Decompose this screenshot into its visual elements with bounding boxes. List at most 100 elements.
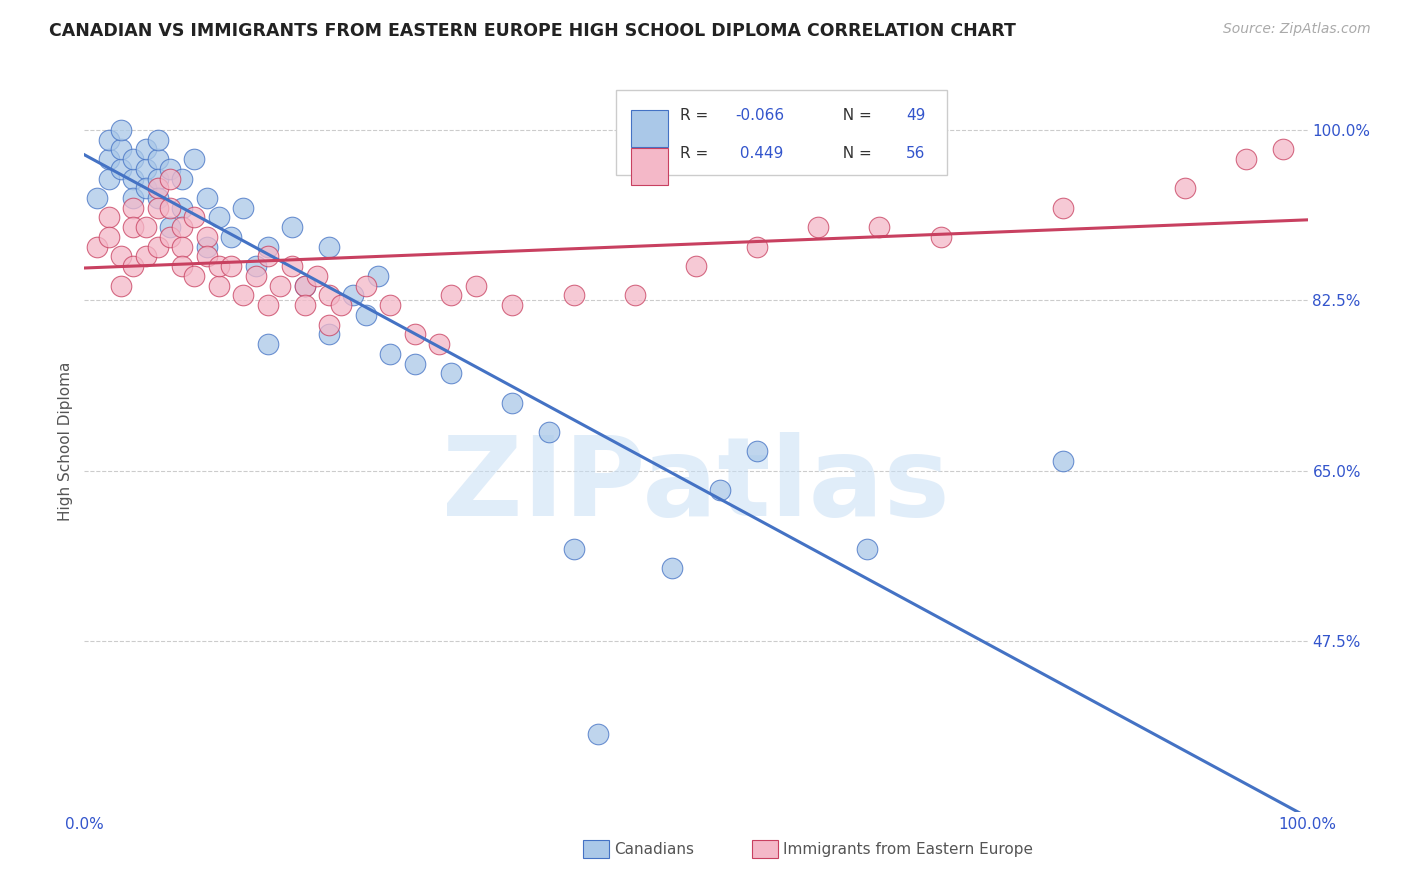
Text: N =: N = (832, 108, 876, 123)
Point (464, 278, 486, 293)
Point (146, 201, 169, 215)
Bar (616, 90, 946, 175)
Point (110, 249, 132, 264)
Point (245, 259, 267, 273)
Point (172, 240, 194, 254)
Point (624, 288, 647, 302)
Point (135, 249, 157, 264)
Point (440, 367, 463, 381)
Point (257, 298, 280, 312)
Point (404, 327, 426, 342)
Point (562, 541, 585, 556)
Point (281, 259, 304, 273)
Point (172, 201, 194, 215)
Point (110, 161, 132, 176)
Point (135, 142, 157, 156)
Point (562, 288, 585, 302)
Point (318, 318, 340, 332)
Point (330, 298, 353, 312)
Point (97, 211, 120, 225)
Point (257, 249, 280, 264)
Point (1234, 152, 1257, 166)
Point (183, 211, 205, 225)
Point (1174, 181, 1197, 195)
Point (747, 240, 769, 254)
Point (747, 444, 769, 458)
Text: R =: R = (681, 146, 713, 161)
Text: CANADIAN VS IMMIGRANTS FROM EASTERN EUROPE HIGH SCHOOL DIPLOMA CORRELATION CHART: CANADIAN VS IMMIGRANTS FROM EASTERN EURO… (49, 22, 1017, 40)
Text: Canadians: Canadians (614, 842, 695, 856)
Point (294, 298, 316, 312)
Point (159, 230, 181, 244)
Point (709, 483, 731, 498)
Point (257, 337, 280, 351)
Text: Source: ZipAtlas.com: Source: ZipAtlas.com (1223, 22, 1371, 37)
Point (869, 220, 891, 235)
Point (97, 171, 120, 186)
Point (146, 152, 169, 166)
Text: Immigrants from Eastern Europe: Immigrants from Eastern Europe (783, 842, 1033, 856)
Point (305, 268, 328, 283)
Point (318, 240, 340, 254)
Point (146, 240, 169, 254)
Point (807, 220, 830, 235)
Bar (631, 110, 668, 146)
Point (281, 220, 304, 235)
Point (195, 240, 218, 254)
Point (86, 191, 108, 205)
Point (135, 181, 157, 195)
Point (208, 259, 231, 273)
Point (97, 132, 120, 146)
Point (404, 357, 426, 371)
Point (159, 171, 181, 186)
Point (318, 288, 340, 302)
Point (538, 425, 561, 439)
Point (294, 278, 316, 293)
Point (427, 337, 450, 351)
Point (122, 220, 145, 235)
Point (195, 230, 218, 244)
Point (86, 240, 108, 254)
Point (122, 171, 145, 186)
Point (183, 152, 205, 166)
Point (159, 220, 181, 235)
Point (232, 201, 254, 215)
Point (257, 240, 280, 254)
Text: 56: 56 (907, 146, 925, 161)
Bar (631, 148, 668, 185)
Point (159, 161, 181, 176)
Point (110, 142, 132, 156)
Point (380, 298, 402, 312)
Point (195, 249, 218, 264)
Point (661, 561, 683, 575)
Point (318, 327, 340, 342)
Point (269, 278, 291, 293)
Point (380, 347, 402, 361)
Point (856, 541, 879, 556)
Point (929, 230, 952, 244)
Point (159, 201, 181, 215)
Point (146, 171, 169, 186)
Point (122, 191, 145, 205)
Point (208, 278, 231, 293)
Point (110, 123, 132, 137)
Point (122, 259, 145, 273)
Point (685, 259, 707, 273)
Point (1052, 201, 1074, 215)
Text: 49: 49 (907, 108, 925, 123)
Point (172, 259, 194, 273)
Text: N =: N = (832, 146, 876, 161)
Point (146, 191, 169, 205)
Point (122, 152, 145, 166)
Point (294, 278, 316, 293)
Point (342, 288, 364, 302)
Point (146, 132, 169, 146)
Point (367, 268, 389, 283)
Text: -0.066: -0.066 (735, 108, 785, 123)
Point (440, 288, 463, 302)
Point (195, 191, 218, 205)
Text: ZIPatlas: ZIPatlas (441, 433, 950, 540)
Point (219, 259, 242, 273)
Point (232, 288, 254, 302)
Point (501, 395, 523, 409)
